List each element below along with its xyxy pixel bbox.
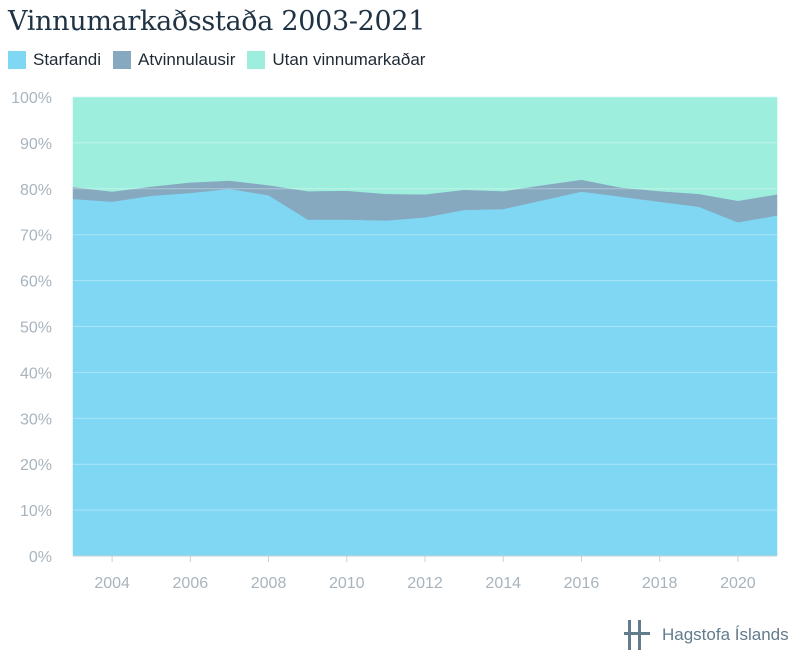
y-tick-label: 20% bbox=[20, 457, 52, 474]
x-tick-label: 2008 bbox=[251, 575, 287, 592]
y-tick-label: 70% bbox=[20, 228, 52, 245]
legend-label-atvinnulausir: Atvinnulausir bbox=[138, 50, 236, 69]
legend-swatch-atvinnulausir bbox=[113, 51, 132, 69]
y-tick-label: 40% bbox=[20, 365, 52, 382]
legend-item-atvinnulausir[interactable]: Atvinnulausir bbox=[113, 50, 235, 70]
y-tick-label: 80% bbox=[20, 182, 52, 199]
legend-item-starfandi[interactable]: Starfandi bbox=[8, 50, 101, 70]
chart-title: Vinnumarkaðsstaða 2003-2021 bbox=[8, 6, 426, 37]
legend-swatch-utan bbox=[247, 51, 266, 69]
y-tick-label: 50% bbox=[20, 320, 52, 337]
x-tick-label: 2016 bbox=[564, 575, 600, 592]
legend-label-starfandi: Starfandi bbox=[33, 50, 102, 69]
y-tick-label: 90% bbox=[20, 136, 52, 153]
x-tick-label: 2010 bbox=[329, 575, 365, 592]
y-tick-label: 100% bbox=[11, 90, 52, 107]
x-tick-label: 2006 bbox=[173, 575, 209, 592]
legend-item-utan[interactable]: Utan vinnumarkaðar bbox=[247, 50, 425, 70]
x-tick-label: 2020 bbox=[720, 575, 756, 592]
x-tick-label: 2012 bbox=[407, 575, 443, 592]
legend-swatch-starfandi bbox=[8, 51, 26, 69]
x-tick-label: 2004 bbox=[94, 575, 130, 592]
y-tick-label: 30% bbox=[20, 411, 52, 428]
y-tick-label: 60% bbox=[20, 274, 52, 291]
stacked-area-chart: 0% 10% 20% 30% 40% 50% 60% 70% 80% 90% 100% 2004 200… bbox=[11, 90, 778, 592]
legend: Starfandi Atvinnulausir Utan vinnumarkað… bbox=[8, 50, 437, 70]
area-series-2 bbox=[72, 96, 778, 201]
logo-text: Hagstofa Íslands bbox=[662, 625, 789, 644]
x-tick-label: 2018 bbox=[642, 575, 678, 592]
y-tick-label: 10% bbox=[20, 503, 52, 520]
hagstofa-logo: Hagstofa Íslands bbox=[624, 618, 789, 652]
y-tick-label: 0% bbox=[29, 549, 52, 566]
legend-label-utan: Utan vinnumarkaðar bbox=[272, 50, 426, 69]
x-tick-label: 2014 bbox=[485, 575, 521, 592]
hagstofa-logo-icon bbox=[624, 620, 650, 650]
